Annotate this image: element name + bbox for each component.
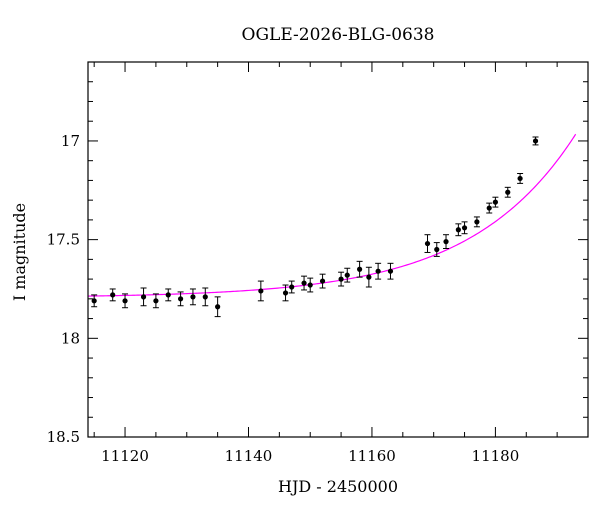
point-marker — [434, 246, 440, 253]
x-tick-label: 11140 — [225, 447, 273, 465]
data-point — [356, 260, 363, 278]
data-point — [433, 242, 440, 257]
point-marker — [153, 298, 159, 304]
x-axis-label: HJD - 2450000 — [278, 477, 398, 496]
point-marker — [505, 189, 511, 195]
axis-ticks — [88, 61, 589, 438]
data-point — [257, 280, 264, 302]
data-point — [344, 267, 351, 283]
y-tick-label: 18.5 — [47, 428, 80, 446]
point-marker — [319, 278, 326, 284]
data-point — [288, 280, 295, 294]
point-marker — [165, 292, 171, 298]
data-point — [152, 293, 159, 309]
data-point — [338, 271, 345, 287]
point-marker — [282, 290, 289, 296]
data-point — [282, 284, 289, 302]
data-point — [319, 273, 326, 289]
y-tick-label: 18 — [61, 329, 80, 347]
data-point — [91, 294, 98, 308]
point-marker — [474, 219, 480, 225]
point-marker — [140, 294, 147, 300]
point-marker — [366, 274, 372, 280]
x-tick-label: 11160 — [348, 447, 396, 465]
data-point — [532, 136, 539, 146]
point-marker — [461, 225, 468, 231]
data-points — [91, 136, 539, 318]
data-point — [202, 287, 209, 307]
point-marker — [202, 294, 208, 300]
y-axis-label: I magnitude — [10, 203, 29, 301]
point-marker — [307, 282, 313, 288]
data-point — [165, 288, 172, 302]
point-marker — [215, 304, 221, 310]
point-marker — [492, 199, 499, 205]
data-point — [461, 221, 468, 235]
point-marker — [289, 284, 295, 290]
point-marker — [517, 175, 523, 182]
x-tick-label: 11120 — [101, 447, 149, 465]
point-marker — [455, 227, 461, 233]
plot-frame — [87, 61, 589, 438]
data-point — [443, 234, 450, 250]
data-point — [365, 266, 372, 288]
point-marker — [301, 280, 307, 286]
point-marker — [387, 268, 394, 274]
data-point — [375, 262, 382, 280]
point-marker — [338, 276, 344, 282]
data-point — [486, 202, 493, 214]
data-point — [189, 288, 196, 306]
data-point — [517, 173, 524, 184]
data-point — [473, 216, 480, 228]
data-point — [301, 275, 308, 291]
tick-labels: 11120 11140 11160 11180 17 17.5 18 18.5 — [47, 132, 520, 465]
point-marker — [443, 239, 449, 245]
data-point — [492, 196, 499, 208]
point-marker — [177, 296, 184, 302]
point-marker — [110, 292, 116, 298]
point-marker — [258, 288, 264, 294]
data-point — [504, 186, 511, 198]
data-point — [455, 223, 462, 237]
data-point — [122, 293, 129, 309]
point-marker — [424, 240, 431, 247]
data-point — [140, 287, 147, 307]
point-marker — [190, 294, 196, 300]
chart-title: OGLE-2026-BLG-0638 — [242, 25, 435, 45]
point-marker — [532, 138, 539, 144]
data-point — [214, 296, 221, 318]
point-marker — [357, 266, 363, 272]
y-tick-label: 17.5 — [47, 231, 80, 249]
point-marker — [344, 272, 350, 278]
data-point — [307, 277, 314, 293]
point-marker — [122, 298, 128, 304]
data-point — [109, 288, 116, 302]
data-point — [177, 291, 184, 307]
point-marker — [375, 268, 381, 274]
point-marker — [91, 298, 97, 304]
data-point — [424, 234, 431, 253]
data-point — [387, 262, 394, 280]
y-tick-label: 17 — [61, 132, 80, 150]
x-tick-label: 11180 — [472, 447, 520, 465]
point-marker — [486, 205, 492, 211]
